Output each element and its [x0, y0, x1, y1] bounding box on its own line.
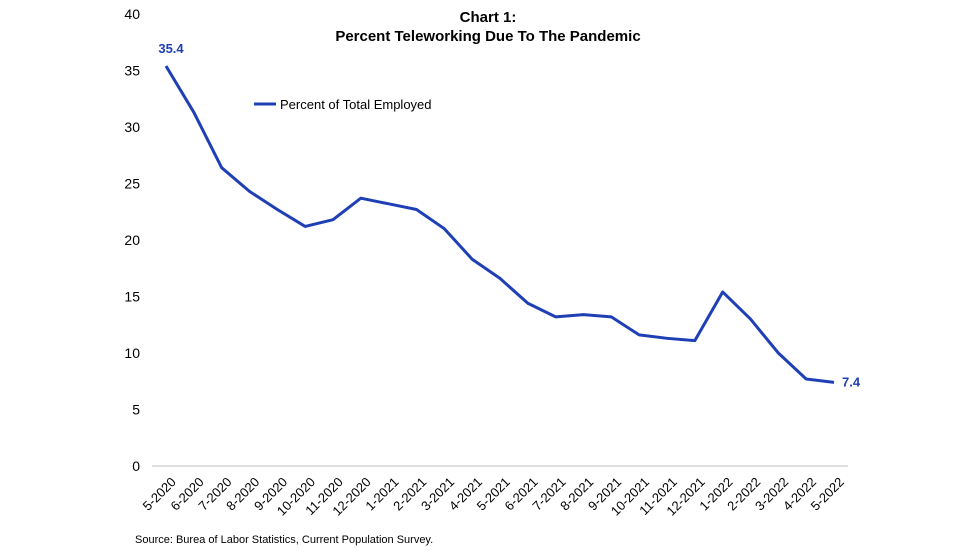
y-tick-label: 5 [132, 402, 140, 418]
series-line [166, 66, 834, 382]
y-tick-label: 20 [124, 232, 140, 248]
chart-title-line-1: Chart 1: [460, 9, 517, 26]
y-tick-label: 10 [124, 345, 140, 361]
y-tick-label: 30 [124, 119, 140, 135]
y-tick-label: 40 [124, 6, 140, 22]
y-axis-ticks: 0 5 10 15 20 25 30 35 40 [124, 6, 140, 474]
y-tick-label: 35 [124, 63, 140, 79]
source-note: Source: Burea of Labor Statistics, Curre… [135, 534, 433, 546]
legend-label: Percent of Total Employed [280, 97, 432, 112]
y-tick-label: 25 [124, 176, 140, 192]
series-layer [166, 66, 834, 382]
x-axis-ticks: 5-20206-20207-20208-20209-202010-202011-… [140, 474, 847, 518]
data-label: 7.4 [842, 374, 861, 389]
data-labels: 35.4 7.4 [158, 41, 860, 389]
y-tick-label: 15 [124, 289, 140, 305]
y-tick-label: 0 [132, 458, 140, 474]
chart-title-line-2: Percent Teleworking Due To The Pandemic [335, 28, 640, 45]
legend: Percent of Total Employed [254, 97, 432, 112]
data-label: 35.4 [158, 41, 184, 56]
